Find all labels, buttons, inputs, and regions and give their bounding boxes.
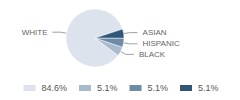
svg-text:5.1%: 5.1%	[198, 83, 219, 93]
svg-text:84.6%: 84.6%	[41, 83, 67, 93]
svg-text:WHITE: WHITE	[22, 28, 48, 37]
svg-text:ASIAN: ASIAN	[143, 28, 167, 37]
svg-text:5.1%: 5.1%	[97, 83, 118, 93]
svg-text:BLACK: BLACK	[139, 50, 166, 59]
svg-text:HISPANIC: HISPANIC	[143, 39, 180, 48]
svg-text:5.1%: 5.1%	[148, 83, 169, 93]
